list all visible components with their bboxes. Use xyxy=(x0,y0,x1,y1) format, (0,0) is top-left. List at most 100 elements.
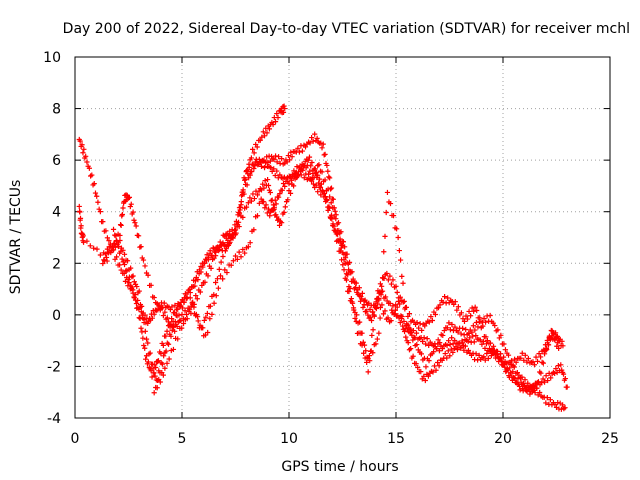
data-point xyxy=(480,338,487,345)
data-point xyxy=(375,301,381,307)
data-point xyxy=(282,105,288,112)
data-point xyxy=(385,315,391,321)
data-point xyxy=(397,294,403,300)
data-point xyxy=(448,346,454,352)
data-point xyxy=(145,359,151,365)
data-point xyxy=(128,265,134,271)
data-point xyxy=(458,310,465,316)
data-point xyxy=(455,304,461,310)
data-point xyxy=(311,166,317,172)
data-point xyxy=(148,282,154,288)
data-point xyxy=(276,194,282,200)
data-point xyxy=(556,345,562,351)
data-point xyxy=(261,133,268,139)
data-point xyxy=(353,312,360,318)
data-point xyxy=(547,336,553,342)
data-point xyxy=(260,158,266,164)
data-point xyxy=(211,300,217,306)
data-point xyxy=(359,296,365,302)
data-point xyxy=(151,294,157,301)
data-point xyxy=(403,334,409,340)
data-point xyxy=(281,209,287,215)
data-point xyxy=(464,316,471,322)
data-point xyxy=(353,280,359,286)
data-point xyxy=(274,159,280,165)
data-point xyxy=(414,341,420,348)
data-point xyxy=(118,222,124,229)
data-point xyxy=(515,376,521,382)
series-track-5 xyxy=(151,162,562,397)
data-point xyxy=(397,257,404,263)
data-point xyxy=(103,254,110,261)
data-point xyxy=(244,182,250,188)
data-point xyxy=(131,217,137,223)
data-point xyxy=(341,267,347,273)
data-point xyxy=(294,164,300,170)
data-point xyxy=(519,374,525,380)
data-point xyxy=(149,374,155,380)
data-point xyxy=(342,255,349,261)
data-point xyxy=(239,193,245,199)
x-tick-labels: 0 5 10 15 20 25 xyxy=(71,431,619,447)
data-point xyxy=(353,284,359,291)
data-point xyxy=(250,191,256,197)
data-point xyxy=(473,351,479,357)
data-point xyxy=(423,341,429,347)
x-tick-label: 20 xyxy=(494,431,512,447)
data-point xyxy=(555,340,561,346)
data-point xyxy=(205,273,211,279)
data-point xyxy=(142,345,148,351)
x-axis-label: GPS time / hours xyxy=(281,459,398,475)
data-point xyxy=(76,203,82,210)
data-point xyxy=(245,200,251,206)
data-point xyxy=(516,372,522,378)
data-point xyxy=(383,294,389,300)
data-point xyxy=(397,319,403,326)
data-point xyxy=(136,288,142,294)
data-point xyxy=(431,363,438,369)
data-point xyxy=(442,350,448,357)
data-point xyxy=(387,300,393,307)
data-point xyxy=(260,129,266,135)
data-point xyxy=(322,151,328,157)
data-point xyxy=(133,300,140,307)
data-point xyxy=(512,356,518,362)
data-point xyxy=(238,254,244,260)
data-point xyxy=(390,303,396,309)
data-point xyxy=(192,283,198,289)
data-point xyxy=(508,358,515,364)
data-point xyxy=(516,383,523,389)
data-point xyxy=(209,253,215,259)
data-point xyxy=(247,240,253,246)
data-point xyxy=(497,355,503,361)
data-point xyxy=(426,342,432,348)
data-point xyxy=(318,192,324,198)
data-point xyxy=(553,335,559,341)
data-point xyxy=(150,366,156,372)
data-point xyxy=(429,317,435,324)
data-point xyxy=(430,369,436,375)
y-tick-label: 10 xyxy=(43,50,61,66)
data-point xyxy=(193,311,199,318)
data-point xyxy=(258,163,265,169)
data-point xyxy=(503,369,509,375)
data-point xyxy=(254,213,261,219)
data-point xyxy=(257,137,263,143)
data-point xyxy=(367,358,373,364)
data-point xyxy=(119,256,125,262)
data-point xyxy=(316,176,323,182)
data-point xyxy=(295,145,301,151)
data-point xyxy=(298,172,304,178)
data-point xyxy=(222,242,228,248)
data-point xyxy=(514,369,520,376)
data-point xyxy=(379,275,386,281)
data-point xyxy=(345,272,351,278)
data-point xyxy=(401,298,407,304)
data-point xyxy=(374,336,380,342)
data-point xyxy=(382,308,388,314)
data-point xyxy=(289,154,295,160)
data-point xyxy=(250,146,256,152)
data-point xyxy=(452,299,458,305)
data-point xyxy=(376,330,382,336)
